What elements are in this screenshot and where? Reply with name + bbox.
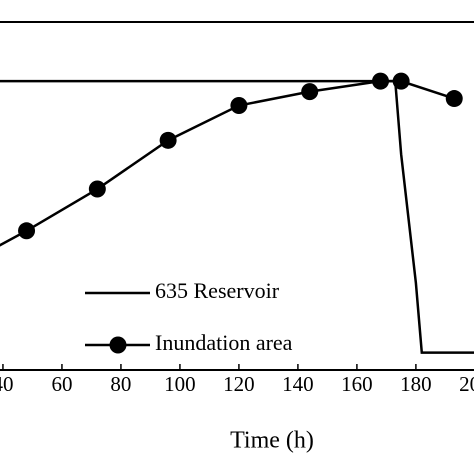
point xyxy=(392,72,410,90)
legend-label: Inundation area xyxy=(155,330,293,355)
x-tick-label: 180 xyxy=(400,372,432,396)
x-axis-title: Time (h) xyxy=(230,428,314,454)
point xyxy=(18,222,36,240)
legend-marker xyxy=(109,336,127,354)
point xyxy=(230,97,248,115)
point xyxy=(371,72,389,90)
legend-label: 635 Reservoir xyxy=(155,278,280,303)
x-tick-label: 100 xyxy=(164,372,196,396)
x-tick-label: 120 xyxy=(223,372,255,396)
x-tick-label: 40 xyxy=(0,372,13,396)
x-tick-label: 80 xyxy=(110,372,131,396)
series-line xyxy=(0,79,455,247)
point xyxy=(159,131,177,149)
point xyxy=(301,83,319,101)
x-tick-label: 60 xyxy=(51,372,72,396)
point xyxy=(88,180,106,198)
x-tick-label: 160 xyxy=(341,372,373,396)
x-tick-label: 200 xyxy=(459,372,474,396)
point xyxy=(445,90,463,108)
x-tick-label: 140 xyxy=(282,372,314,396)
series-line xyxy=(0,79,474,354)
